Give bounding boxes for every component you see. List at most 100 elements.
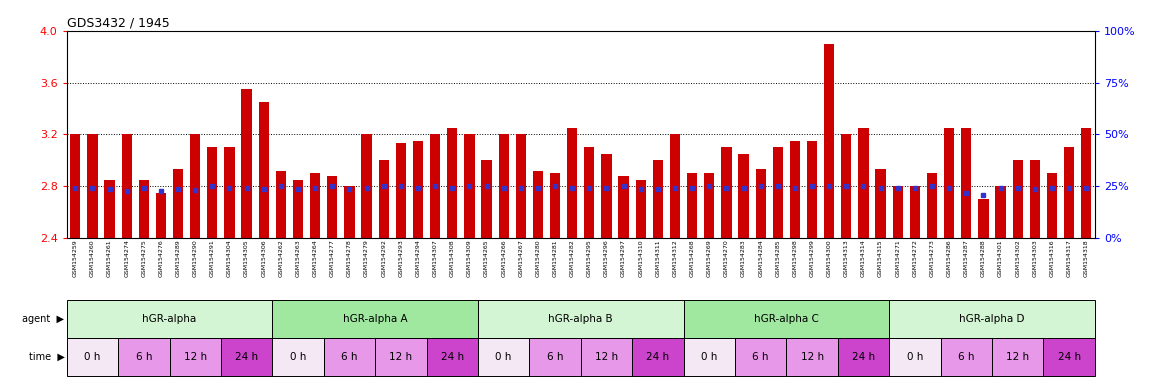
Bar [704, 173, 714, 238]
Bar [584, 147, 595, 238]
Bar [259, 102, 269, 238]
Text: 0 h: 0 h [496, 352, 512, 362]
Bar [683, 338, 735, 376]
Bar [67, 338, 118, 376]
Bar [601, 154, 612, 238]
Bar [276, 170, 286, 238]
Bar [242, 89, 252, 238]
Bar [683, 300, 889, 338]
Text: 0 h: 0 h [702, 352, 718, 362]
Bar [550, 173, 560, 238]
Bar [996, 186, 1006, 238]
Bar [1043, 338, 1095, 376]
Bar [430, 134, 440, 238]
Bar [105, 180, 115, 238]
Text: 12 h: 12 h [800, 352, 823, 362]
Bar [293, 180, 304, 238]
Bar [632, 338, 683, 376]
Text: GDS3432 / 1945: GDS3432 / 1945 [67, 17, 169, 30]
Bar [1064, 147, 1074, 238]
Bar [529, 338, 581, 376]
Bar [721, 147, 731, 238]
Bar [1012, 161, 1022, 238]
Bar [447, 128, 458, 238]
Bar [581, 338, 632, 376]
Text: 6 h: 6 h [546, 352, 564, 362]
Bar [653, 161, 664, 238]
Bar [927, 173, 937, 238]
Text: 24 h: 24 h [1058, 352, 1081, 362]
Bar [221, 338, 273, 376]
Bar [892, 186, 903, 238]
Bar [87, 134, 98, 238]
Bar [687, 173, 697, 238]
Bar [273, 338, 324, 376]
Text: 24 h: 24 h [646, 352, 669, 362]
Bar [67, 300, 273, 338]
Text: 24 h: 24 h [852, 352, 875, 362]
Bar [669, 134, 680, 238]
Bar [910, 186, 920, 238]
Bar [515, 134, 526, 238]
Bar [1081, 128, 1091, 238]
Text: hGR-alpha C: hGR-alpha C [754, 314, 819, 324]
Bar [478, 338, 529, 376]
Text: hGR-alpha D: hGR-alpha D [959, 314, 1025, 324]
Bar [944, 128, 954, 238]
Bar [992, 338, 1043, 376]
Bar [773, 147, 783, 238]
Text: 0 h: 0 h [84, 352, 100, 362]
Bar [787, 338, 837, 376]
Bar [825, 44, 835, 238]
Bar [567, 128, 577, 238]
Bar [482, 161, 492, 238]
Bar [427, 338, 478, 376]
Text: hGR-alpha: hGR-alpha [143, 314, 197, 324]
Text: 6 h: 6 h [752, 352, 769, 362]
Bar [738, 154, 749, 238]
Bar [273, 300, 478, 338]
Bar [979, 199, 989, 238]
Bar [941, 338, 992, 376]
Bar [858, 128, 868, 238]
Bar [324, 338, 375, 376]
Bar [396, 144, 406, 238]
Bar [465, 134, 475, 238]
Text: time  ▶: time ▶ [29, 352, 64, 362]
Bar [636, 180, 646, 238]
Bar [378, 161, 389, 238]
Text: 6 h: 6 h [958, 352, 974, 362]
Bar [375, 338, 427, 376]
Text: 0 h: 0 h [906, 352, 923, 362]
Bar [619, 176, 629, 238]
Bar [790, 141, 800, 238]
Bar [413, 141, 423, 238]
Bar [756, 169, 766, 238]
Bar [224, 147, 235, 238]
Bar [169, 338, 221, 376]
Text: 12 h: 12 h [389, 352, 413, 362]
Bar [190, 134, 200, 238]
Bar [118, 338, 169, 376]
Text: 6 h: 6 h [136, 352, 152, 362]
Text: hGR-alpha A: hGR-alpha A [343, 314, 407, 324]
Bar [889, 300, 1095, 338]
Bar [310, 173, 321, 238]
Bar [735, 338, 787, 376]
Text: 12 h: 12 h [595, 352, 618, 362]
Bar [841, 134, 851, 238]
Bar [837, 338, 889, 376]
Bar [889, 338, 941, 376]
Text: agent  ▶: agent ▶ [22, 314, 64, 324]
Bar [478, 300, 683, 338]
Bar [532, 170, 543, 238]
Text: 0 h: 0 h [290, 352, 306, 362]
Bar [361, 134, 371, 238]
Bar [1046, 173, 1057, 238]
Bar [139, 180, 150, 238]
Bar [70, 134, 80, 238]
Text: 12 h: 12 h [184, 352, 207, 362]
Bar [327, 176, 337, 238]
Bar [807, 141, 818, 238]
Bar [122, 134, 132, 238]
